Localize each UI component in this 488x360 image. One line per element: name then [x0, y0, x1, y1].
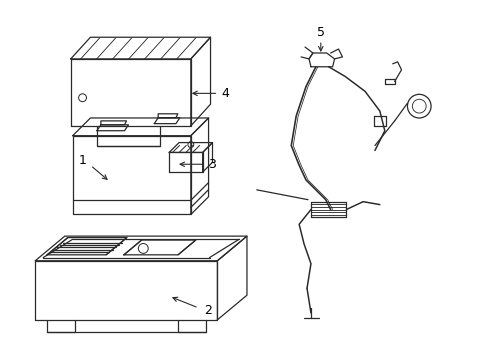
- Text: 3: 3: [208, 158, 216, 171]
- Text: 1: 1: [79, 154, 86, 167]
- Text: 5: 5: [316, 26, 324, 39]
- Text: 4: 4: [221, 87, 229, 100]
- Text: 2: 2: [203, 305, 211, 318]
